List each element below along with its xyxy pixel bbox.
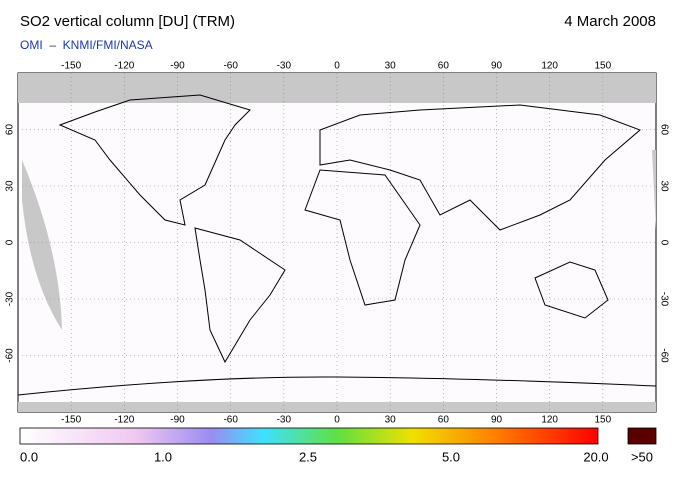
lon-label: 150: [594, 415, 611, 426]
lat-label: 30: [658, 180, 669, 192]
lon-label: 120: [541, 415, 558, 426]
lat-label: 60: [658, 124, 669, 136]
lat-label: 0: [5, 239, 16, 245]
lon-label: 90: [491, 61, 503, 72]
lon-label: -60: [223, 415, 238, 426]
lon-label: 0: [334, 61, 340, 72]
coastline: [194, 227, 286, 364]
lat-label: 60: [5, 124, 16, 136]
lon-label: 0: [334, 415, 340, 426]
lat-label: -30: [5, 291, 16, 306]
date: 4 March 2008: [564, 13, 656, 30]
coastline: [17, 376, 657, 396]
colorbar-overflow-label: >50: [631, 449, 653, 464]
coastline: [304, 169, 421, 306]
lon-label: 60: [438, 415, 450, 426]
lon-label: -120: [114, 415, 134, 426]
subtitle: OMI – KNMI/FMI/NASA: [20, 38, 153, 52]
colorbar-label: 5.0: [442, 449, 460, 464]
lat-label: -30: [658, 292, 669, 307]
colorbar-overflow: [627, 427, 657, 445]
coastline: [319, 104, 641, 231]
colorbar-label: 2.5: [299, 449, 317, 464]
lon-label: -150: [61, 61, 81, 72]
lon-label: 60: [438, 61, 450, 72]
coastline: [58, 94, 251, 226]
lon-label: 90: [491, 415, 503, 426]
lon-label: 150: [594, 61, 611, 72]
lon-label: 30: [385, 415, 397, 426]
colorbar-label: 1.0: [154, 449, 172, 464]
colorbar-label: 20.0: [583, 449, 608, 464]
lat-label: 0: [658, 240, 669, 246]
lon-label: 120: [541, 61, 558, 72]
map: [17, 72, 657, 413]
lon-label: 30: [385, 61, 397, 72]
no-data-south: [18, 402, 656, 412]
no-data-swath: [652, 150, 656, 230]
title: SO2 vertical column [DU] (TRM): [20, 13, 235, 30]
lat-label: -60: [5, 348, 16, 363]
lon-label: -150: [61, 415, 81, 426]
lat-label: 30: [5, 180, 16, 192]
lat-label: -60: [658, 348, 669, 363]
lon-label: -30: [277, 61, 292, 72]
lon-label: -60: [223, 61, 238, 72]
lon-label: -90: [170, 61, 185, 72]
coastline: [534, 261, 609, 319]
colorbar: [19, 427, 599, 445]
lon-label: -30: [277, 415, 292, 426]
lon-label: -120: [114, 61, 134, 72]
colorbar-label: 0.0: [20, 449, 38, 464]
no-data-swath: [22, 160, 62, 330]
lon-label: -90: [170, 415, 185, 426]
